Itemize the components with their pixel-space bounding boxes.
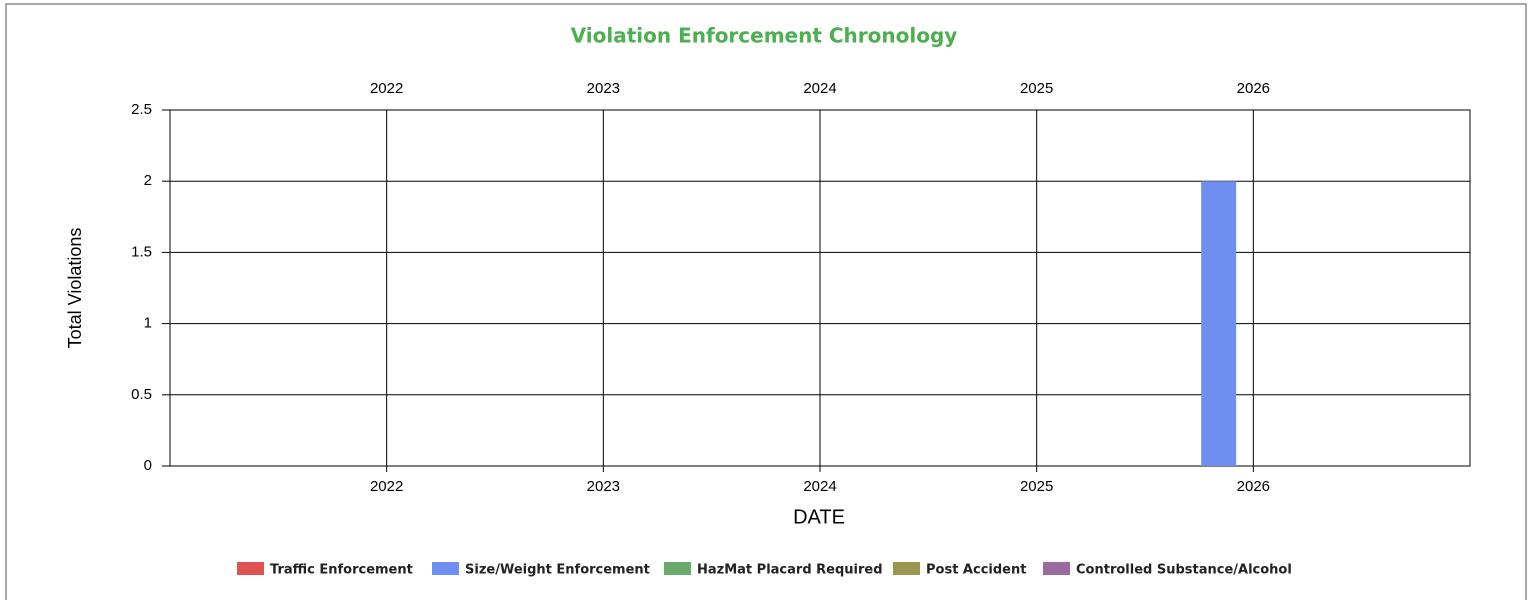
y-tick-label: 1.5 — [131, 243, 152, 260]
plot-border — [169, 109, 1471, 467]
x-tick-label-top: 2023 — [587, 80, 620, 97]
x-tick-label: 2026 — [1237, 478, 1270, 495]
x-tick-label: 2022 — [370, 478, 403, 495]
x-tick-label-top: 2022 — [370, 80, 403, 97]
legend-swatch — [237, 562, 264, 575]
x-tick-label: 2025 — [1020, 478, 1053, 495]
x-tick-label-top: 2025 — [1020, 80, 1053, 97]
y-tick-label: 0 — [144, 457, 152, 474]
legend-label: Controlled Substance/Alcohol — [1076, 563, 1292, 578]
legend-swatch — [893, 562, 920, 575]
legend-swatch — [664, 562, 691, 575]
chart-title: Violation Enforcement Chronology — [571, 24, 958, 48]
x-tick-label-top: 2024 — [803, 80, 836, 97]
bar — [1201, 181, 1237, 466]
y-tick-label: 2.5 — [131, 101, 152, 118]
legend-label: Post Accident — [926, 563, 1026, 578]
x-tick-label: 2024 — [803, 478, 836, 495]
legend-label: Size/Weight Enforcement — [465, 563, 650, 578]
x-tick-label: 2023 — [587, 478, 620, 495]
y-tick-label: 2 — [144, 172, 152, 189]
y-axis-label: Total Violations — [65, 228, 85, 349]
x-axis-label: DATE — [793, 506, 845, 528]
legend-swatch — [432, 562, 459, 575]
frame — [5, 3, 1527, 600]
legend-swatch — [1043, 562, 1070, 575]
x-tick-label-top: 2026 — [1237, 80, 1270, 97]
legend-label: HazMat Placard Required — [697, 563, 883, 578]
y-tick-label: 1 — [144, 315, 152, 332]
y-tick-label: 0.5 — [131, 386, 152, 403]
legend-label: Traffic Enforcement — [270, 563, 413, 578]
